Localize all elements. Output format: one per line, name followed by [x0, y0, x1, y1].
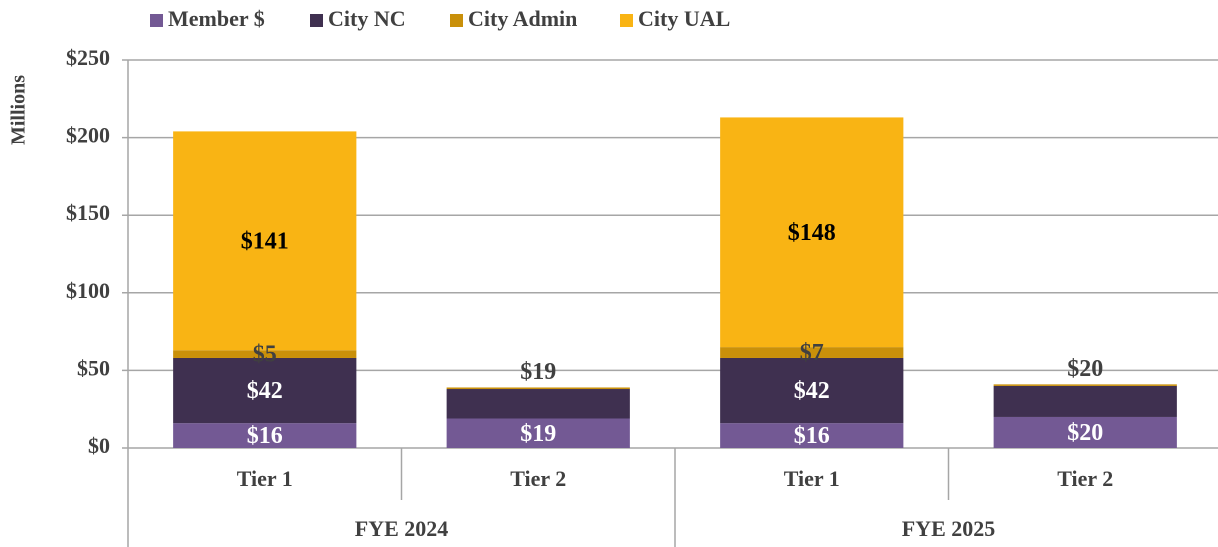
x-tick-label: Tier 1 — [237, 466, 293, 491]
y-tick-label: $250 — [66, 45, 110, 70]
bar-segment — [993, 385, 1177, 417]
data-label: $20 — [1067, 356, 1103, 382]
x-tick-label: Tier 2 — [510, 466, 566, 491]
data-label: $19 — [520, 359, 556, 385]
bar-segment — [720, 117, 904, 348]
y-tick-label: $200 — [66, 123, 110, 148]
data-label: $7 — [800, 340, 824, 366]
y-tick-label: $50 — [77, 355, 110, 380]
data-label: $16 — [794, 423, 830, 449]
data-label: $19 — [520, 421, 556, 447]
legend-label: City Admin — [468, 6, 577, 31]
y-tick-label: $0 — [88, 433, 110, 458]
bar-segment — [446, 389, 630, 419]
data-label: $141 — [241, 228, 289, 254]
y-tick-label: $150 — [66, 200, 110, 225]
x-tick-label: Tier 1 — [784, 466, 840, 491]
bar-segment — [446, 387, 630, 390]
bar-segment — [173, 350, 357, 358]
bar-segment — [173, 357, 357, 424]
bar-segment — [446, 418, 630, 448]
data-label: $42 — [247, 378, 283, 404]
bar-segment — [720, 347, 904, 358]
data-label: $5 — [253, 342, 277, 368]
legend-swatch — [150, 14, 163, 27]
bar-segment — [993, 384, 1177, 386]
legend-label: City NC — [328, 6, 406, 31]
legend-label: Member $ — [168, 6, 265, 31]
bar-segment — [173, 423, 357, 448]
bar-segment — [993, 416, 1177, 448]
bar-segment — [173, 131, 357, 351]
bar-segment — [720, 357, 904, 424]
data-label: $148 — [788, 220, 836, 246]
x-tick-label: Tier 2 — [1057, 466, 1113, 491]
legend-swatch — [310, 14, 323, 27]
legend-label: City UAL — [638, 6, 730, 31]
y-axis-label: Millions — [8, 75, 30, 145]
group-label: FYE 2025 — [902, 516, 996, 541]
y-tick-label: $100 — [66, 278, 110, 303]
data-label: $20 — [1067, 420, 1103, 446]
data-label: $42 — [794, 378, 830, 404]
legend-swatch — [450, 14, 463, 27]
data-label: $16 — [247, 423, 283, 449]
bar-segment — [720, 423, 904, 448]
legend-swatch — [620, 14, 633, 27]
group-label: FYE 2024 — [355, 516, 449, 541]
